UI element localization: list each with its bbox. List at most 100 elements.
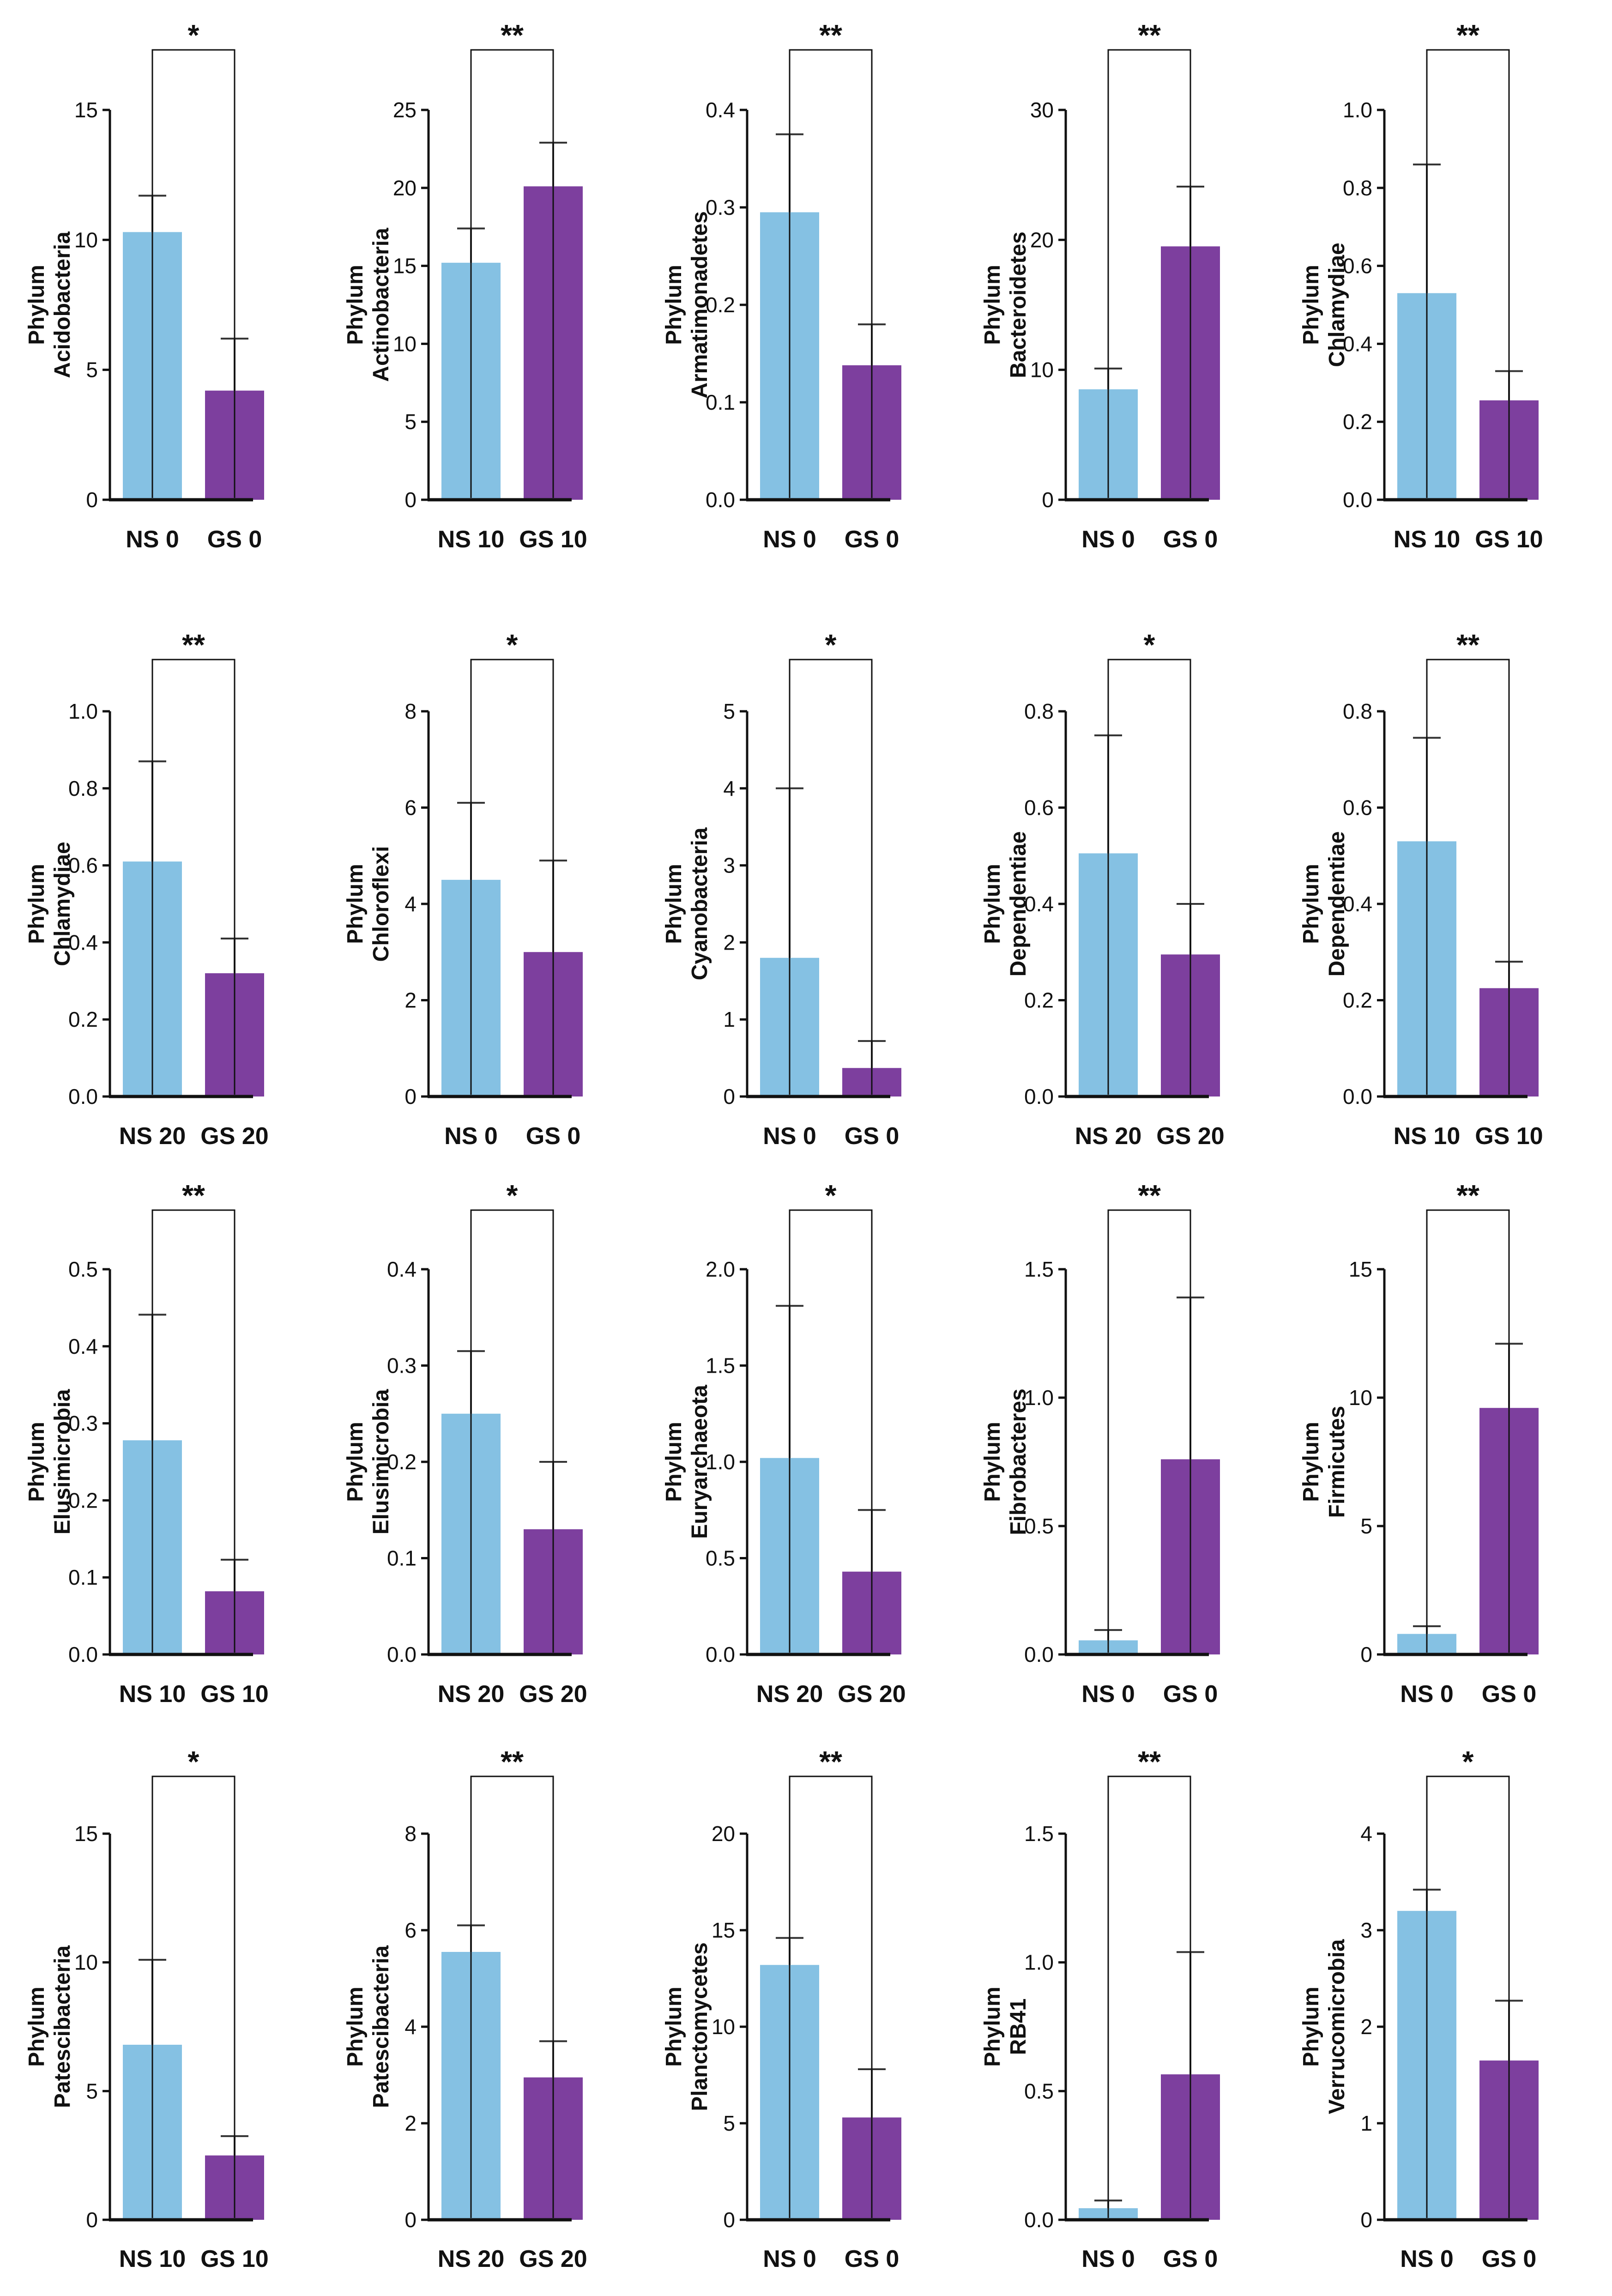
category-label: NS 0 (1400, 1681, 1454, 1708)
category-label: GS 0 (845, 526, 900, 553)
y-tick-label: 0 (1360, 1642, 1372, 1666)
chart-panel-7: 0 2 4 6 8 NS 0 GS 0 * PhylumChloroflexi (343, 628, 583, 1150)
chart-panel-5: 0.0 0.2 0.4 0.6 0.8 1.0 NS 10 GS 10 ** PhylumChla… (1299, 18, 1543, 553)
y-tick-label: 30 (1030, 98, 1054, 122)
y-axis-label: PhylumPatescibacteria (343, 1945, 393, 2108)
y-tick-label: 10 (74, 1951, 98, 1975)
chart-panel-2: 0 5 10 15 20 25 NS 10 GS 10 ** PhylumActinobacter… (343, 18, 587, 553)
y-tick-label: 0.0 (1343, 488, 1372, 512)
category-label: NS 20 (1075, 1123, 1142, 1150)
y-tick-label: 15 (74, 98, 98, 122)
y-tick-label: 0.0 (706, 1642, 735, 1666)
y-tick-label: 0.0 (1024, 1642, 1054, 1666)
y-tick-label: 10 (74, 228, 98, 252)
significance-marker: ** (182, 1179, 205, 1212)
y-tick-label: 2 (1360, 2015, 1372, 2039)
y-tick-label: 20 (712, 1822, 735, 1846)
y-tick-label: 10 (712, 2015, 735, 2039)
y-tick-label: 0 (86, 488, 98, 512)
y-tick-label: 0.2 (706, 293, 735, 317)
category-label: GS 0 (1163, 1681, 1218, 1708)
significance-marker: * (507, 628, 518, 661)
significance-marker: ** (1456, 18, 1479, 52)
category-label: GS 10 (200, 2246, 268, 2272)
chart-panel-4: 0 10 20 30 NS 0 GS 0 ** PhylumBacteroidetes (980, 18, 1220, 553)
y-tick-label: 0.1 (68, 1565, 98, 1589)
category-label: GS 0 (1482, 2246, 1537, 2272)
y-tick-label: 1.0 (1343, 98, 1372, 122)
y-axis-label: PhylumBacteroidetes (980, 231, 1031, 378)
significance-bracket (151, 659, 235, 1095)
y-tick-label: 2 (405, 988, 417, 1012)
significance-bracket (789, 1775, 873, 2218)
y-tick-label: 0.2 (68, 1488, 98, 1512)
significance-bracket (1107, 1775, 1191, 2218)
y-tick-label: 0.4 (1343, 332, 1372, 356)
chart-panel-15: 0 5 10 15 NS 0 GS 0 ** PhylumFirmicutes (1299, 1179, 1539, 1708)
y-tick-label: 0.5 (706, 1546, 735, 1570)
significance-bracket (789, 659, 873, 1095)
y-tick-label: 8 (405, 1822, 417, 1846)
category-label: NS 20 (119, 1123, 186, 1150)
y-tick-label: 0.4 (1343, 892, 1372, 916)
y-tick-label: 15 (712, 1918, 735, 1942)
y-tick-label: 0 (1042, 488, 1054, 512)
y-tick-label: 0.3 (706, 195, 735, 219)
y-tick-label: 1.5 (1024, 1257, 1054, 1281)
y-tick-label: 0.1 (706, 390, 735, 414)
y-tick-label: 25 (393, 98, 417, 122)
chart-panel-1: 0 5 10 15 NS 0 GS 0 * PhylumAcidobacteria (24, 18, 264, 553)
y-tick-label: 0.0 (706, 488, 735, 512)
y-axis-label: PhylumPlanctomycetes (662, 1942, 712, 2111)
y-tick-label: 0.0 (387, 1642, 417, 1666)
y-tick-label: 0.8 (1343, 699, 1372, 723)
significance-bracket (470, 49, 554, 498)
chart-panel-12: 0.0 0.1 0.2 0.3 0.4 NS 20 GS 20 * PhylumElusimic… (343, 1179, 587, 1708)
y-tick-label: 0.4 (68, 930, 98, 954)
category-label: NS 0 (1400, 2246, 1454, 2272)
y-tick-label: 20 (393, 176, 417, 200)
y-tick-label: 0.0 (1343, 1084, 1372, 1109)
y-tick-label: 4 (723, 776, 735, 800)
y-axis-label: PhylumEuryarchaeota (662, 1385, 712, 1539)
y-tick-label: 4 (1360, 1822, 1372, 1846)
significance-bracket (151, 1775, 235, 2218)
category-label: GS 0 (1163, 2246, 1218, 2272)
chart-panel-10: 0.0 0.2 0.4 0.6 0.8 NS 10 GS 10 ** PhylumDepende… (1299, 628, 1543, 1150)
y-tick-label: 0.3 (387, 1354, 417, 1378)
category-label: NS 0 (763, 526, 816, 553)
chart-panel-20: 0 1 2 3 4 NS 0 GS 0 * PhylumVerrucomicrobia (1299, 1745, 1539, 2272)
y-tick-label: 2 (723, 930, 735, 954)
significance-bracket (1426, 1775, 1510, 2218)
category-label: NS 0 (763, 1123, 816, 1150)
significance-bracket (1426, 49, 1510, 498)
significance-bracket (1426, 659, 1510, 1095)
y-axis-label: PhylumVerrucomicrobia (1299, 1939, 1349, 2114)
category-label: NS 0 (1081, 2246, 1135, 2272)
chart-panel-18: 0 5 10 15 20 NS 0 GS 0 ** PhylumPlanctomycetes (662, 1745, 901, 2272)
y-tick-label: 1.0 (1024, 1386, 1054, 1410)
significance-bracket (470, 659, 554, 1095)
y-axis-label: PhylumElusimicrobia (24, 1389, 75, 1534)
significance-marker: ** (501, 1745, 524, 1778)
significance-bracket (789, 1209, 873, 1653)
significance-marker: ** (819, 1745, 842, 1778)
y-tick-label: 0.2 (68, 1007, 98, 1031)
significance-marker: ** (1138, 18, 1161, 52)
y-tick-label: 2.0 (706, 1257, 735, 1281)
y-tick-label: 1.0 (1024, 1951, 1054, 1975)
y-tick-label: 0.2 (1024, 988, 1054, 1012)
y-axis-label: PhylumChlamydiae (1299, 242, 1349, 367)
y-axis-label: PhylumActinobacteria (343, 228, 393, 382)
y-tick-label: 0 (723, 1084, 735, 1109)
category-label: NS 0 (1081, 1681, 1135, 1708)
category-label: NS 10 (1394, 1123, 1461, 1150)
y-tick-label: 15 (74, 1822, 98, 1846)
category-label: NS 10 (438, 526, 505, 553)
chart-panel-9: 0.0 0.2 0.4 0.6 0.8 NS 20 GS 20 * PhylumDependen… (980, 628, 1225, 1150)
y-tick-label: 4 (405, 892, 417, 916)
y-tick-label: 0.0 (1024, 2208, 1054, 2232)
y-tick-label: 0.4 (387, 1257, 417, 1281)
significance-bracket (1107, 1209, 1191, 1653)
category-label: GS 0 (1163, 526, 1218, 553)
